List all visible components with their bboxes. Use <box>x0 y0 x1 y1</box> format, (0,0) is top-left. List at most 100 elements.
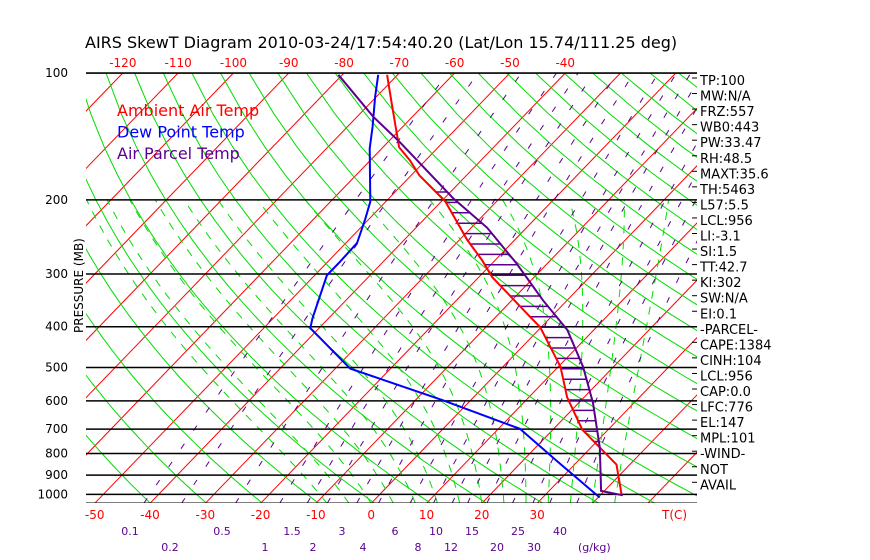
index-readout: TH:5463 <box>699 183 755 198</box>
index-readout: EI:0.1 <box>700 307 737 322</box>
mixing-ratio-line <box>451 73 692 503</box>
dewpoint-line <box>309 74 601 499</box>
pressure-tick-label: 400 <box>45 320 68 334</box>
bottom-temp-tick-label: -10 <box>306 508 326 522</box>
dry-adiabat-line <box>86 312 263 503</box>
index-readout: SI:1.5 <box>700 245 737 260</box>
chart-title: AIRS SkewT Diagram 2010-03-24/17:54:40.2… <box>85 33 677 52</box>
top-temp-tick-label: -100 <box>220 56 247 70</box>
moist-adiabat-line <box>86 199 328 503</box>
bottom-temp-tick-label: -50 <box>85 508 105 522</box>
mixing-ratio-tick-label: 8 <box>415 541 422 554</box>
dry-adiabat-line <box>86 247 320 503</box>
top-temp-tick-label: -50 <box>500 56 520 70</box>
dry-adiabat-line <box>191 73 656 503</box>
mixing-ratio-line <box>326 73 595 503</box>
isotherm-line <box>149 73 566 503</box>
isotherm-line <box>86 73 345 342</box>
isotherm-line <box>86 73 400 399</box>
mixing-ratio-tick-label: 6 <box>392 525 399 538</box>
moist-adiabat-line <box>106 199 350 503</box>
isotherm-line <box>592 394 697 503</box>
index-readout: CAPE:1384 <box>700 338 772 353</box>
mixing-ratio-line <box>181 73 479 503</box>
dry-adiabat-line <box>420 73 697 306</box>
isotherm-line <box>86 73 234 227</box>
isotherm-line <box>86 73 290 284</box>
dry-adiabat-line <box>162 73 600 503</box>
top-temp-tick-label: -70 <box>390 56 410 70</box>
index-readout: NOT <box>700 463 728 478</box>
y-axis-label: PRESSURE (MB) <box>72 238 86 333</box>
mixing-ratio-tick-label: 1 <box>262 541 269 554</box>
mixing-ratio-tick-label: 12 <box>444 541 458 554</box>
index-readout: PW:33.47 <box>700 136 762 151</box>
index-readout: -WIND- <box>700 447 746 462</box>
dry-adiabat-line <box>277 73 697 440</box>
ambient-temp-line <box>386 74 623 496</box>
legend-entry: Ambient Air Temp <box>117 101 259 120</box>
mixing-ratio-line <box>486 107 697 503</box>
moist-adiabat-line <box>429 199 527 503</box>
mixing-ratio-tick-label: 2 <box>310 541 317 554</box>
dry-adiabat-line <box>248 73 697 468</box>
moist-adiabat-line <box>304 199 483 503</box>
pressure-tick-label: 1000 <box>37 487 68 501</box>
dry-adiabat-line <box>134 73 544 503</box>
isotherm-line <box>0 73 12 503</box>
isotherm-line <box>94 73 511 503</box>
dry-adiabat-line <box>363 73 697 358</box>
isotherm-line <box>204 73 621 503</box>
isotherm-line <box>260 73 677 503</box>
index-readout: FRZ:557 <box>700 105 755 120</box>
index-readout: L57:5.5 <box>700 198 749 213</box>
index-readout: CAP:0.0 <box>700 385 751 400</box>
dry-adiabat-line <box>105 73 488 503</box>
bottom-temp-tick-label: -40 <box>140 508 160 522</box>
moist-adiabat-line <box>154 199 394 503</box>
mixing-ratio-tick-label: 25 <box>511 525 525 538</box>
mixing-ratio-tick-label: 0.5 <box>213 525 231 538</box>
moist-adiabat-line <box>614 199 670 503</box>
index-readout: TT:42.7 <box>699 261 748 276</box>
dry-adiabat-line <box>764 73 870 503</box>
dry-adiabat-line <box>86 434 151 503</box>
pressure-tick-label: 300 <box>45 267 68 281</box>
moist-adiabat-line <box>217 199 439 503</box>
index-readout: MPL:101 <box>700 432 756 447</box>
mixing-ratio-tick-label: 4 <box>360 541 367 554</box>
legend-entry: Dew Point Temp <box>117 123 245 142</box>
index-readout: KI:302 <box>700 276 742 291</box>
top-temp-tick-label: -120 <box>109 56 136 70</box>
dry-adiabat-line <box>220 73 697 497</box>
isotherm-line <box>0 73 68 503</box>
mixing-ratio-line <box>143 73 449 503</box>
bottom-temp-tick-label: -30 <box>196 508 216 522</box>
temp-axis-unit: T(C) <box>661 508 687 522</box>
mixing-ratio-tick-label: 0.1 <box>121 525 139 538</box>
isotherm-line <box>86 73 124 112</box>
index-readout: LFC:776 <box>700 401 753 416</box>
index-readout: TP:100 <box>699 74 745 89</box>
mixing-ratio-tick-label: 3 <box>339 525 346 538</box>
mixing-ratio-tick-label: 1.5 <box>283 525 301 538</box>
isotherm-line <box>481 279 697 503</box>
mixing-ratio-tick-label: 30 <box>527 541 541 554</box>
bottom-temp-tick-label: 30 <box>529 508 544 522</box>
moist-adiabat-line <box>129 199 372 503</box>
plot-area <box>0 73 870 503</box>
index-readout: RH:48.5 <box>700 152 752 167</box>
top-temp-tick-label: -110 <box>165 56 192 70</box>
index-readout: LI:-3.1 <box>700 230 741 245</box>
top-temp-tick-label: -80 <box>334 56 354 70</box>
index-readout: LCL:956 <box>700 214 753 229</box>
pressure-tick-label: 500 <box>45 361 68 375</box>
dry-adiabat-line <box>506 73 697 231</box>
pressure-tick-label: 800 <box>45 447 68 461</box>
bottom-temp-tick-label: 0 <box>367 508 375 522</box>
mixing-ratio-tick-label: 0.2 <box>161 541 179 554</box>
pressure-tick-label: 700 <box>45 422 68 436</box>
index-readout: MW:N/A <box>700 90 751 105</box>
index-readout: SW:N/A <box>700 292 748 307</box>
bottom-temp-tick-label: -20 <box>251 508 271 522</box>
